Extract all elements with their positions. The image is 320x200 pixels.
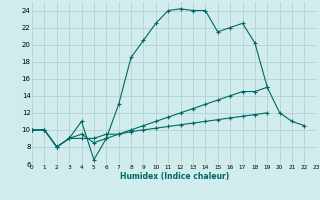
X-axis label: Humidex (Indice chaleur): Humidex (Indice chaleur) bbox=[120, 172, 229, 181]
